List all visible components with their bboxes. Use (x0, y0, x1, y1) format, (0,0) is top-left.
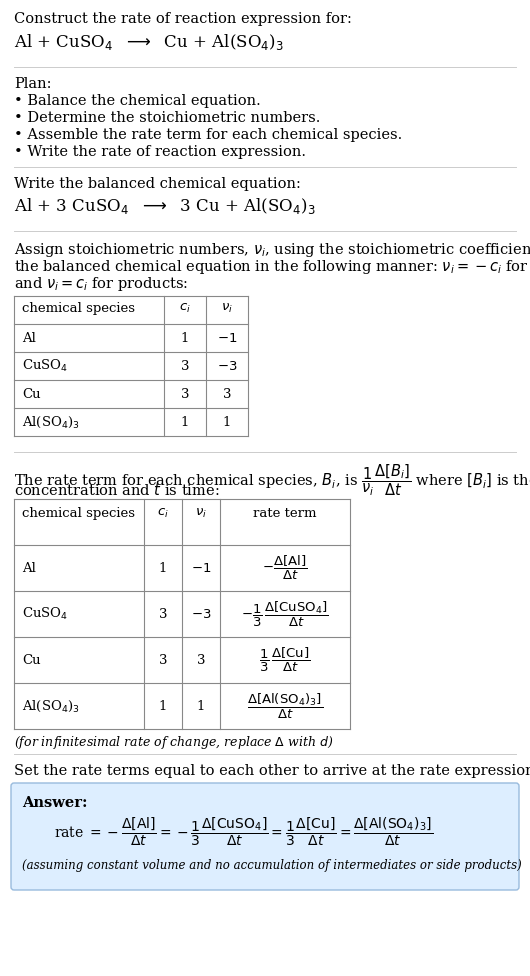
Text: 3: 3 (223, 387, 231, 400)
Text: Set the rate terms equal to each other to arrive at the rate expression:: Set the rate terms equal to each other t… (14, 764, 530, 778)
Text: 1: 1 (159, 561, 167, 575)
Text: • Determine the stoichiometric numbers.: • Determine the stoichiometric numbers. (14, 111, 320, 125)
Text: (for infinitesimal rate of change, replace $\Delta$ with $d$): (for infinitesimal rate of change, repla… (14, 734, 333, 751)
Text: Cu: Cu (22, 387, 41, 400)
Text: chemical species: chemical species (22, 507, 135, 520)
Text: Al(SO$_4$)$_3$: Al(SO$_4$)$_3$ (22, 699, 80, 713)
Text: $c_i$: $c_i$ (179, 302, 191, 315)
Text: concentration and $t$ is time:: concentration and $t$ is time: (14, 482, 219, 498)
Text: $\dfrac{1}{3}\,\dfrac{\Delta[\mathrm{Cu}]}{\Delta t}$: $\dfrac{1}{3}\,\dfrac{\Delta[\mathrm{Cu}… (259, 646, 311, 674)
Text: chemical species: chemical species (22, 302, 135, 315)
Text: Al + 3 CuSO$_4$  $\longrightarrow$  3 Cu + Al(SO$_4$)$_3$: Al + 3 CuSO$_4$ $\longrightarrow$ 3 Cu +… (14, 196, 315, 216)
Text: 3: 3 (197, 654, 205, 667)
Text: Construct the rate of reaction expression for:: Construct the rate of reaction expressio… (14, 12, 352, 26)
Text: • Write the rate of reaction expression.: • Write the rate of reaction expression. (14, 145, 306, 159)
Text: Al: Al (22, 561, 36, 575)
Text: Write the balanced chemical equation:: Write the balanced chemical equation: (14, 177, 301, 191)
Text: $c_i$: $c_i$ (157, 507, 169, 520)
Text: • Balance the chemical equation.: • Balance the chemical equation. (14, 94, 261, 108)
Text: 3: 3 (159, 607, 167, 621)
FancyBboxPatch shape (11, 783, 519, 890)
Text: Answer:: Answer: (22, 796, 87, 810)
Text: 1: 1 (181, 332, 189, 345)
Text: and $\nu_i = c_i$ for products:: and $\nu_i = c_i$ for products: (14, 275, 188, 293)
Text: 3: 3 (181, 387, 189, 400)
Text: the balanced chemical equation in the following manner: $\nu_i = -c_i$ for react: the balanced chemical equation in the fo… (14, 258, 530, 276)
Text: • Assemble the rate term for each chemical species.: • Assemble the rate term for each chemic… (14, 128, 402, 142)
Text: Assign stoichiometric numbers, $\nu_i$, using the stoichiometric coefficients, $: Assign stoichiometric numbers, $\nu_i$, … (14, 241, 530, 259)
Text: (assuming constant volume and no accumulation of intermediates or side products): (assuming constant volume and no accumul… (22, 859, 522, 872)
Text: Plan:: Plan: (14, 77, 51, 91)
Text: 1: 1 (181, 416, 189, 428)
Text: Al: Al (22, 332, 36, 345)
Text: 1: 1 (223, 416, 231, 428)
Text: 3: 3 (159, 654, 167, 667)
Text: CuSO$_4$: CuSO$_4$ (22, 606, 68, 622)
Text: CuSO$_4$: CuSO$_4$ (22, 358, 68, 374)
Text: $-\dfrac{1}{3}\,\dfrac{\Delta[\mathrm{CuSO_4}]}{\Delta t}$: $-\dfrac{1}{3}\,\dfrac{\Delta[\mathrm{Cu… (241, 599, 329, 629)
Text: $\dfrac{\Delta[\mathrm{Al(SO_4)_3}]}{\Delta t}$: $\dfrac{\Delta[\mathrm{Al(SO_4)_3}]}{\De… (247, 691, 323, 720)
Text: Al(SO$_4$)$_3$: Al(SO$_4$)$_3$ (22, 415, 80, 429)
Text: $-3$: $-3$ (191, 607, 211, 621)
Text: $-\dfrac{\Delta[\mathrm{Al}]}{\Delta t}$: $-\dfrac{\Delta[\mathrm{Al}]}{\Delta t}$ (262, 554, 307, 582)
Text: rate term: rate term (253, 507, 317, 520)
Text: 1: 1 (197, 700, 205, 712)
Text: 3: 3 (181, 359, 189, 373)
Text: $\nu_i$: $\nu_i$ (195, 507, 207, 520)
Text: $-1$: $-1$ (217, 332, 237, 345)
Text: $\nu_i$: $\nu_i$ (221, 302, 233, 315)
Text: Cu: Cu (22, 654, 41, 667)
Text: 1: 1 (159, 700, 167, 712)
Text: The rate term for each chemical species, $B_i$, is $\dfrac{1}{\nu_i}\dfrac{\Delt: The rate term for each chemical species,… (14, 462, 530, 498)
Text: $-1$: $-1$ (191, 561, 211, 575)
Text: rate $= -\dfrac{\Delta[\mathrm{Al}]}{\Delta t} = -\dfrac{1}{3}\dfrac{\Delta[\mat: rate $= -\dfrac{\Delta[\mathrm{Al}]}{\De… (54, 816, 433, 848)
Text: $-3$: $-3$ (217, 359, 237, 373)
Text: Al + CuSO$_4$  $\longrightarrow$  Cu + Al(SO$_4$)$_3$: Al + CuSO$_4$ $\longrightarrow$ Cu + Al(… (14, 32, 284, 52)
